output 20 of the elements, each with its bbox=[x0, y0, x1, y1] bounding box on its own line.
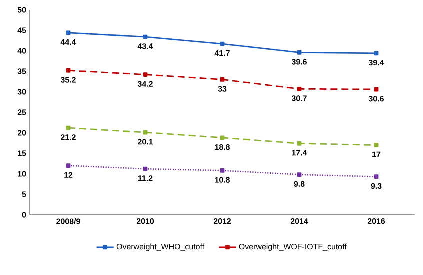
point bbox=[66, 126, 71, 130]
point bbox=[374, 51, 379, 56]
point bbox=[143, 166, 148, 172]
point bbox=[297, 172, 302, 178]
point bbox=[374, 143, 379, 148]
point bbox=[374, 87, 379, 92]
point bbox=[297, 86, 302, 92]
point bbox=[66, 68, 71, 73]
point bbox=[220, 168, 225, 173]
point bbox=[220, 42, 225, 46]
point bbox=[297, 50, 302, 55]
point bbox=[143, 34, 148, 40]
point bbox=[297, 141, 302, 146]
point bbox=[220, 136, 225, 140]
point bbox=[143, 72, 148, 77]
point bbox=[374, 174, 379, 180]
point bbox=[143, 130, 148, 135]
point bbox=[66, 30, 71, 36]
point bbox=[66, 164, 71, 168]
point bbox=[220, 78, 225, 82]
